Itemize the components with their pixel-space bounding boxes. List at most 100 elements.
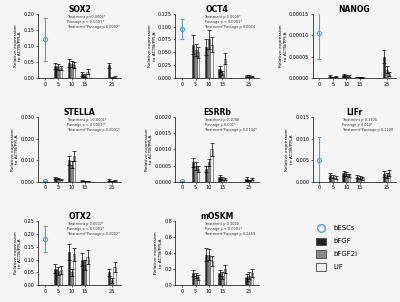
Bar [248,276,250,285]
Bar [218,69,221,78]
Bar [113,181,116,182]
Bar [224,179,226,182]
Bar [60,270,62,285]
Bar [251,273,253,285]
Bar [84,76,86,78]
Bar [218,273,221,285]
Bar [57,67,59,78]
Text: Treatment p <0.0001*
Passage p < 0.0001**
Treatment*Passage p 0.0001*: Treatment p <0.0001* Passage p < 0.0001*… [67,118,120,132]
Bar [84,265,86,285]
Bar [348,175,350,182]
Bar [224,269,226,285]
Bar [356,177,358,182]
Text: Treatment p 0.0006*
Passage p < 0.0001*
Treatment*Passage p 0.0004: Treatment p 0.0006* Passage p < 0.0001* … [204,15,256,29]
Bar [345,174,348,182]
Bar [111,280,113,285]
Bar [197,169,200,182]
Bar [57,178,59,182]
Bar [60,68,62,78]
Y-axis label: Relative expression
to ACTB/PPLA: Relative expression to ACTB/PPLA [14,25,22,67]
Bar [218,177,221,182]
Bar [70,165,73,182]
Bar [197,53,200,78]
Bar [221,276,224,285]
Bar [194,276,197,285]
Bar [316,250,326,258]
Bar [208,255,210,285]
Bar [348,76,350,78]
Bar [221,73,224,78]
Bar [245,76,248,78]
Bar [86,257,89,285]
Bar [208,162,210,182]
Title: NANOG: NANOG [338,5,370,14]
Bar [73,254,76,285]
Bar [84,181,86,182]
Bar [329,175,332,182]
Bar [54,178,57,182]
Bar [54,268,57,285]
Bar [108,272,110,285]
Bar [358,77,361,78]
Title: mOSKM: mOSKM [200,212,234,220]
Bar [361,77,364,78]
Title: OCT4: OCT4 [206,5,228,14]
Bar [113,267,116,285]
Bar [68,160,70,182]
Bar [361,178,364,182]
Bar [210,149,213,182]
Bar [245,277,248,285]
Bar [86,181,89,182]
Bar [329,76,332,78]
Bar [70,272,73,285]
Bar [210,45,213,78]
Title: SOX2: SOX2 [68,5,91,14]
Bar [205,255,208,285]
Bar [68,252,70,285]
Bar [345,76,348,78]
Title: LIFr: LIFr [346,108,362,117]
Bar [388,74,390,78]
Bar [221,178,224,182]
Bar [54,66,57,78]
Text: Treatment p 0.0007*
Passage p < 0.0001*
Treatment*Passage p 0.0002*: Treatment p 0.0007* Passage p < 0.0001* … [67,222,120,236]
Bar [356,77,358,78]
Bar [388,173,390,182]
Bar [81,181,84,182]
Bar [192,45,194,78]
Bar [86,72,89,78]
Bar [334,178,337,182]
Text: bFGF: bFGF [334,238,351,244]
Bar [205,169,208,182]
Bar [73,156,76,182]
Bar [108,180,110,182]
Title: OTX2: OTX2 [68,212,91,220]
Title: ESRRb: ESRRb [203,108,231,117]
Y-axis label: Relative expression
to ACTB/PPLA: Relative expression to ACTB/PPLA [279,25,288,67]
Bar [251,77,253,78]
Text: Treatment p 0.1098
Passage p 0.001*
Treatment*Passage p 0.0144*: Treatment p 0.1098 Passage p 0.001* Trea… [204,118,257,132]
Bar [342,75,345,78]
Bar [383,57,385,78]
Y-axis label: Relative expression
to ACTB/PPLA: Relative expression to ACTB/PPLA [10,128,19,171]
Bar [57,271,59,285]
Y-axis label: Relative expression
to ACTB/PPLA: Relative expression to ACTB/PPLA [145,128,153,171]
Bar [208,40,210,78]
Y-axis label: Relative expression
to ACTB/PPLA: Relative expression to ACTB/PPLA [148,25,156,67]
Bar [248,76,250,78]
Bar [68,63,70,78]
Text: LIF: LIF [334,264,344,270]
Bar [385,175,388,182]
Bar [113,77,116,78]
Bar [224,59,226,78]
Bar [197,277,200,285]
Bar [205,47,208,78]
Bar [73,65,76,78]
Text: Treatment p 0.0058
Passage p < 0.0001*
Treatment*Passage p 0.2459: Treatment p 0.0058 Passage p < 0.0001* T… [204,222,256,236]
Bar [385,70,388,78]
Y-axis label: Relative expression
to ACTB/PPLA: Relative expression to ACTB/PPLA [154,232,163,274]
Bar [358,178,361,182]
Bar [316,237,326,245]
Bar [192,273,194,285]
Y-axis label: Relative expression
to ACTB/PPLA: Relative expression to ACTB/PPLA [14,232,22,274]
